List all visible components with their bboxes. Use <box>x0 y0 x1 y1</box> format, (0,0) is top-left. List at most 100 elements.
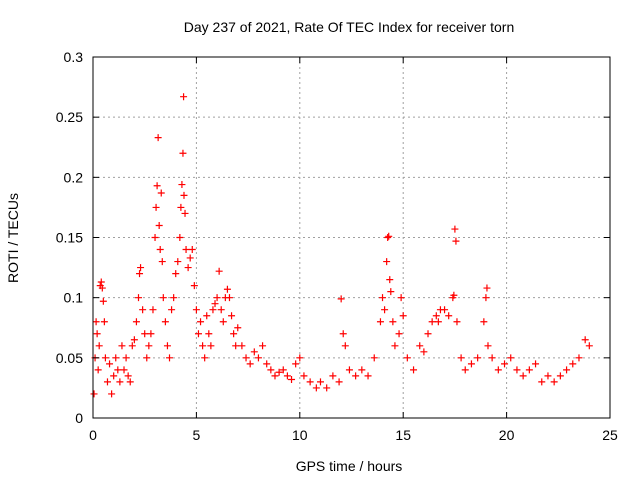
data-point-marker <box>182 246 190 254</box>
data-point-marker <box>108 390 116 398</box>
data-point-marker <box>288 375 296 383</box>
data-point-marker <box>130 336 138 344</box>
data-point-marker <box>480 318 488 326</box>
data-point-marker <box>145 342 153 350</box>
data-point-marker <box>230 330 238 338</box>
x-tick-label: 10 <box>292 427 308 443</box>
data-point-marker <box>550 378 558 386</box>
data-point-marker <box>335 378 343 386</box>
data-point-marker <box>385 232 393 240</box>
data-point-marker <box>172 270 180 278</box>
chart-title: Day 237 of 2021, Rate Of TEC Index for r… <box>184 19 514 35</box>
data-point-marker <box>141 330 149 338</box>
data-point-marker <box>250 348 258 356</box>
data-point-marker <box>137 264 145 272</box>
data-point-marker <box>275 368 283 376</box>
data-point-marker <box>379 294 387 302</box>
data-point-marker <box>106 360 114 368</box>
data-point-marker <box>139 306 147 314</box>
data-point-marker <box>176 234 184 241</box>
data-point-marker <box>445 312 453 320</box>
data-point-marker <box>209 306 217 314</box>
data-point-marker <box>152 203 160 211</box>
data-point-marker <box>181 209 189 217</box>
data-point-marker <box>97 278 105 286</box>
data-point-marker <box>153 182 161 190</box>
axis-ticks: 0 5 10 15 20 25 0 0.05 0.1 0.15 0.2 0.25 0.3 <box>56 49 618 443</box>
data-point-marker <box>581 336 589 344</box>
data-point-marker <box>339 330 347 338</box>
data-point-marker <box>180 93 188 101</box>
data-point-marker <box>300 372 308 380</box>
y-tick-label: 0.15 <box>56 230 83 246</box>
data-point-marker <box>207 342 215 350</box>
data-point-marker <box>205 330 213 338</box>
data-point-marker <box>420 348 428 356</box>
data-point-marker <box>323 384 331 392</box>
data-point-marker <box>134 294 142 302</box>
y-tick-label: 0 <box>75 410 83 426</box>
data-point-marker <box>467 360 475 368</box>
data-point-marker <box>451 225 459 233</box>
data-point-marker <box>259 342 267 350</box>
data-point-marker <box>386 276 394 284</box>
data-point-marker <box>190 282 198 290</box>
data-point-marker <box>157 189 165 197</box>
data-point-marker <box>93 330 101 338</box>
data-point-marker <box>488 354 496 362</box>
data-point-marker <box>136 270 144 278</box>
x-tick-label: 5 <box>193 427 201 443</box>
data-point-marker <box>215 267 223 275</box>
data-point-marker <box>110 372 118 380</box>
x-tick-label: 0 <box>89 427 97 443</box>
data-point-marker <box>482 294 490 302</box>
data-point-marker <box>101 354 109 362</box>
data-point-marker <box>457 354 465 362</box>
data-point-marker <box>114 366 122 374</box>
data-point-marker <box>179 149 187 157</box>
data-point-marker <box>168 306 176 314</box>
data-point-marker <box>94 366 102 374</box>
y-axis-title: ROTI / TECUs <box>5 193 21 283</box>
data-point-marker <box>544 372 552 380</box>
data-point-marker <box>316 378 324 386</box>
data-point-marker <box>403 354 411 362</box>
data-point-marker <box>120 366 128 374</box>
data-point-marker <box>399 312 407 320</box>
data-point-marker <box>483 284 491 292</box>
data-point-marker <box>519 372 527 380</box>
data-point-marker <box>90 390 98 398</box>
data-point-marker <box>474 354 482 362</box>
data-point-marker <box>223 285 231 293</box>
data-point-marker <box>267 366 275 374</box>
data-point-marker <box>410 366 418 374</box>
data-point-marker <box>538 378 546 386</box>
data-point-marker <box>424 330 432 338</box>
data-point-marker <box>163 342 171 350</box>
data-point-marker <box>428 318 436 326</box>
data-point-marker <box>271 372 279 380</box>
data-point-marker <box>254 354 262 362</box>
data-point-marker <box>381 306 389 314</box>
data-point-marker <box>370 354 378 362</box>
data-point-marker <box>532 360 540 368</box>
data-point-marker <box>484 342 492 350</box>
y-tick-label: 0.1 <box>64 290 84 306</box>
data-point-marker <box>358 366 366 374</box>
data-point-marker <box>155 221 163 229</box>
data-point-marker <box>203 312 211 320</box>
data-point-marker <box>92 318 100 326</box>
data-point-marker <box>453 318 461 326</box>
data-point-marker <box>217 306 225 314</box>
data-point-marker <box>95 342 103 350</box>
data-point-marker <box>238 342 246 350</box>
data-point-marker <box>395 330 403 338</box>
data-point-marker <box>242 354 250 362</box>
data-point-marker <box>128 342 136 350</box>
y-tick-label: 0.3 <box>64 49 84 65</box>
data-point-marker <box>501 360 509 368</box>
data-point-marker <box>246 360 254 368</box>
data-point-marker <box>211 300 219 308</box>
data-point-marker <box>569 360 577 368</box>
data-point-marker <box>575 354 583 362</box>
